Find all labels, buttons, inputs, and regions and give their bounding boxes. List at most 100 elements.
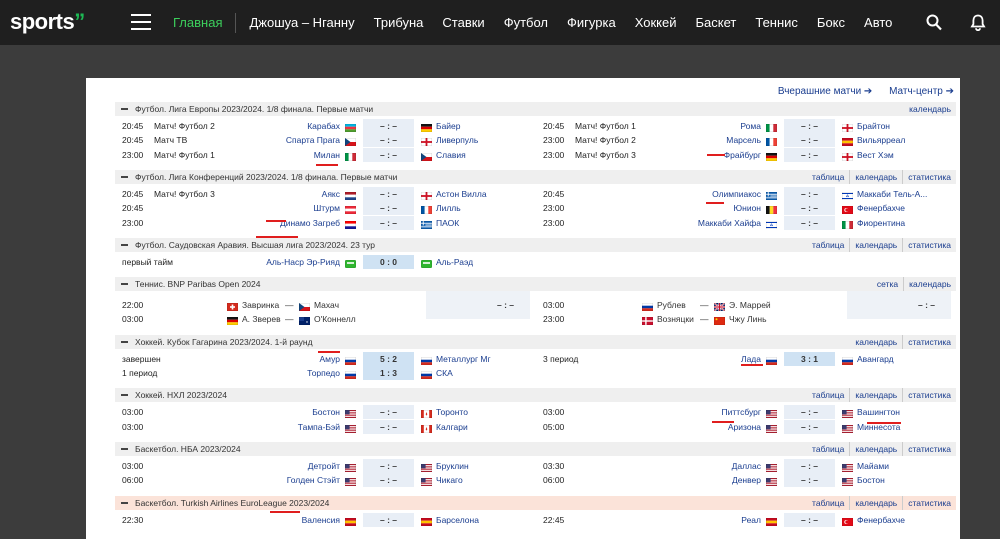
match-score[interactable]: – : –	[363, 405, 414, 420]
player-name[interactable]: Э. Маррей	[729, 300, 771, 311]
match[interactable]: 20:45 Матч! Футбол 1 Рома – : – Брайтон	[536, 119, 956, 133]
match-score[interactable]: – : –	[363, 147, 414, 162]
home-team-link[interactable]: Маккаби Хайфа	[697, 217, 761, 228]
section-link-календарь[interactable]: календарь	[849, 169, 897, 184]
match[interactable]: 03:00 Детройт – : – Бруклин	[115, 458, 535, 473]
match[interactable]: 22:45 Реал – : – Фенербахче	[536, 512, 956, 527]
home-team-link[interactable]: Милан	[313, 149, 340, 160]
player-name[interactable]: Махач	[314, 300, 340, 311]
match-score[interactable]: 3 : 1	[784, 351, 835, 366]
match[interactable]: завершен Амур 5 : 2 Металлург Мг	[115, 351, 535, 366]
section-link-календарь[interactable]: календарь	[855, 336, 898, 347]
match[interactable]: 20:45 Штурм – : – Лилль	[115, 201, 535, 216]
match[interactable]: 20:45 Матч ТВ Спарта Прага – : – Ливерпуль	[115, 133, 535, 148]
home-team-link[interactable]: Олимпиакос	[712, 188, 761, 199]
home-team-link[interactable]: Тампа-Бэй	[297, 421, 340, 432]
match[interactable]: 23:00 Юнион – : – Фенербахче	[536, 201, 956, 216]
match[interactable]: 23:00 Матч! Футбол 1 Милан – : – Славия	[115, 147, 535, 162]
home-team-link[interactable]: Торпедо	[307, 368, 340, 378]
home-team-link[interactable]: Детройт	[307, 460, 340, 471]
match[interactable]: 22:30 Валенсия – : – Барселона	[115, 512, 535, 527]
match[interactable]: 03:30 Даллас – : – Майами	[536, 458, 956, 473]
section-link-статистика[interactable]: статистика	[902, 441, 951, 456]
match-score[interactable]: – : –	[426, 291, 530, 320]
match-score[interactable]: – : –	[784, 458, 835, 473]
home-team-link[interactable]: Бостон	[312, 407, 340, 418]
tennis-match[interactable]: 23:00 Возняцки — Чжу Линь	[536, 312, 956, 326]
section-link-календарь[interactable]: календарь	[903, 277, 951, 292]
menu-icon[interactable]	[131, 14, 151, 30]
collapse-toggle[interactable]	[121, 340, 128, 343]
player-name[interactable]: О'Коннелл	[314, 314, 356, 325]
player-name[interactable]: А. Зверев	[242, 314, 281, 325]
away-team-link[interactable]: Бостон	[857, 475, 885, 486]
home-team-link[interactable]: Штурм	[313, 203, 340, 214]
match[interactable]: 3 период Лада 3 : 1 Авангард	[536, 351, 956, 366]
match[interactable]: 20:45 Матч! Футбол 3 Аякс – : – Астон Вилла	[115, 186, 535, 201]
tennis-match[interactable]: 22:00 Завринка — Махач – : –	[115, 291, 535, 320]
match[interactable]: первый тайм Аль-Наср Эр-Рияд 0 : 0 Аль-Раэд	[115, 254, 535, 269]
match[interactable]: 03:00 Бостон – : – Торонто	[115, 405, 535, 420]
section-link-календарь[interactable]: календарь	[849, 237, 897, 252]
nav-item[interactable]: Теннис	[755, 15, 798, 30]
collapse-toggle[interactable]	[121, 108, 128, 110]
home-team-link[interactable]: Реал	[741, 514, 761, 525]
away-team-link[interactable]: Майами	[857, 460, 889, 471]
collapse-toggle[interactable]	[121, 501, 128, 504]
section-link-календарь[interactable]: календарь	[909, 104, 951, 114]
match[interactable]: 03:00 Тампа-Бэй – : – Калгари	[115, 419, 535, 434]
section-link-календарь[interactable]: календарь	[849, 388, 897, 403]
match-score[interactable]: – : –	[363, 186, 414, 201]
away-team-link[interactable]: Миннесота	[857, 421, 901, 432]
away-team-link[interactable]: ПАОК	[436, 217, 460, 228]
match-score[interactable]: – : –	[784, 133, 835, 148]
match[interactable]: 06:00 Голден Стэйт – : – Чикаго	[115, 473, 535, 488]
away-team-link[interactable]: Вест Хэм	[857, 149, 894, 160]
away-team-link[interactable]: Барселона	[436, 514, 479, 525]
match[interactable]: 23:00 Динамо Загреб – : – ПАОК	[115, 215, 535, 230]
section-link-календарь[interactable]: календарь	[849, 495, 897, 510]
match[interactable]: 05:00 Аризона – : – Миннесота	[536, 419, 956, 434]
section-link-таблица[interactable]: таблица	[812, 497, 845, 508]
match-score[interactable]: – : –	[363, 215, 414, 230]
section-link-статистика[interactable]: статистика	[902, 334, 951, 349]
away-team-link[interactable]: Вашингтон	[857, 407, 900, 418]
home-team-link[interactable]: Рома	[740, 121, 761, 131]
section-link-статистика[interactable]: статистика	[902, 388, 951, 403]
collapse-toggle[interactable]	[121, 283, 128, 286]
match-score[interactable]: – : –	[784, 419, 835, 434]
away-team-link[interactable]: Аль-Раэд	[436, 256, 474, 267]
section-link-таблица[interactable]: таблица	[812, 390, 845, 401]
match[interactable]: 1 период Торпедо 1 : 3 СКА	[115, 366, 535, 380]
player-name[interactable]: Возняцки	[657, 314, 694, 325]
match-score[interactable]: – : –	[363, 512, 414, 527]
match[interactable]: 20:45 Матч! Футбол 2 Карабах – : – Байер	[115, 119, 535, 133]
away-team-link[interactable]: Металлург Мг	[436, 353, 491, 364]
away-team-link[interactable]: Астон Вилла	[436, 188, 487, 199]
collapse-toggle[interactable]	[121, 243, 128, 246]
tennis-match[interactable]: 03:00 А. Зверев — О'Коннелл	[115, 312, 535, 326]
away-team-link[interactable]: Калгари	[436, 421, 468, 432]
away-team-link[interactable]: Брайтон	[857, 121, 890, 131]
match-score[interactable]: – : –	[363, 419, 414, 434]
match-score[interactable]: – : –	[363, 119, 414, 133]
match-score[interactable]: – : –	[847, 291, 951, 320]
home-team-link[interactable]: Даллас	[731, 460, 761, 471]
nav-item[interactable]: Бокс	[816, 15, 846, 30]
away-team-link[interactable]: Авангард	[857, 353, 894, 364]
away-team-link[interactable]: Байер	[436, 121, 461, 131]
away-team-link[interactable]: Торонто	[436, 407, 468, 418]
match-score[interactable]: – : –	[363, 133, 414, 148]
home-team-link[interactable]: Марсель	[726, 135, 761, 146]
section-link-таблица[interactable]: таблица	[812, 443, 845, 454]
match[interactable]: 20:45 Олимпиакос – : – Маккаби Тель-А...	[536, 186, 956, 201]
match-center-link[interactable]: Матч-центр ➔	[889, 86, 954, 97]
nav-item[interactable]: Авто	[864, 15, 893, 30]
collapse-toggle[interactable]	[121, 175, 128, 178]
away-team-link[interactable]: Лилль	[436, 203, 461, 214]
home-team-link[interactable]: Аль-Наср Эр-Рияд	[266, 256, 340, 267]
tennis-match[interactable]: 03:00 Рублев — Э. Маррей – : –	[536, 291, 956, 320]
home-team-link[interactable]: Голден Стэйт	[286, 475, 340, 486]
home-team-link[interactable]: Валенсия	[301, 514, 340, 525]
bell-icon[interactable]	[970, 14, 986, 32]
